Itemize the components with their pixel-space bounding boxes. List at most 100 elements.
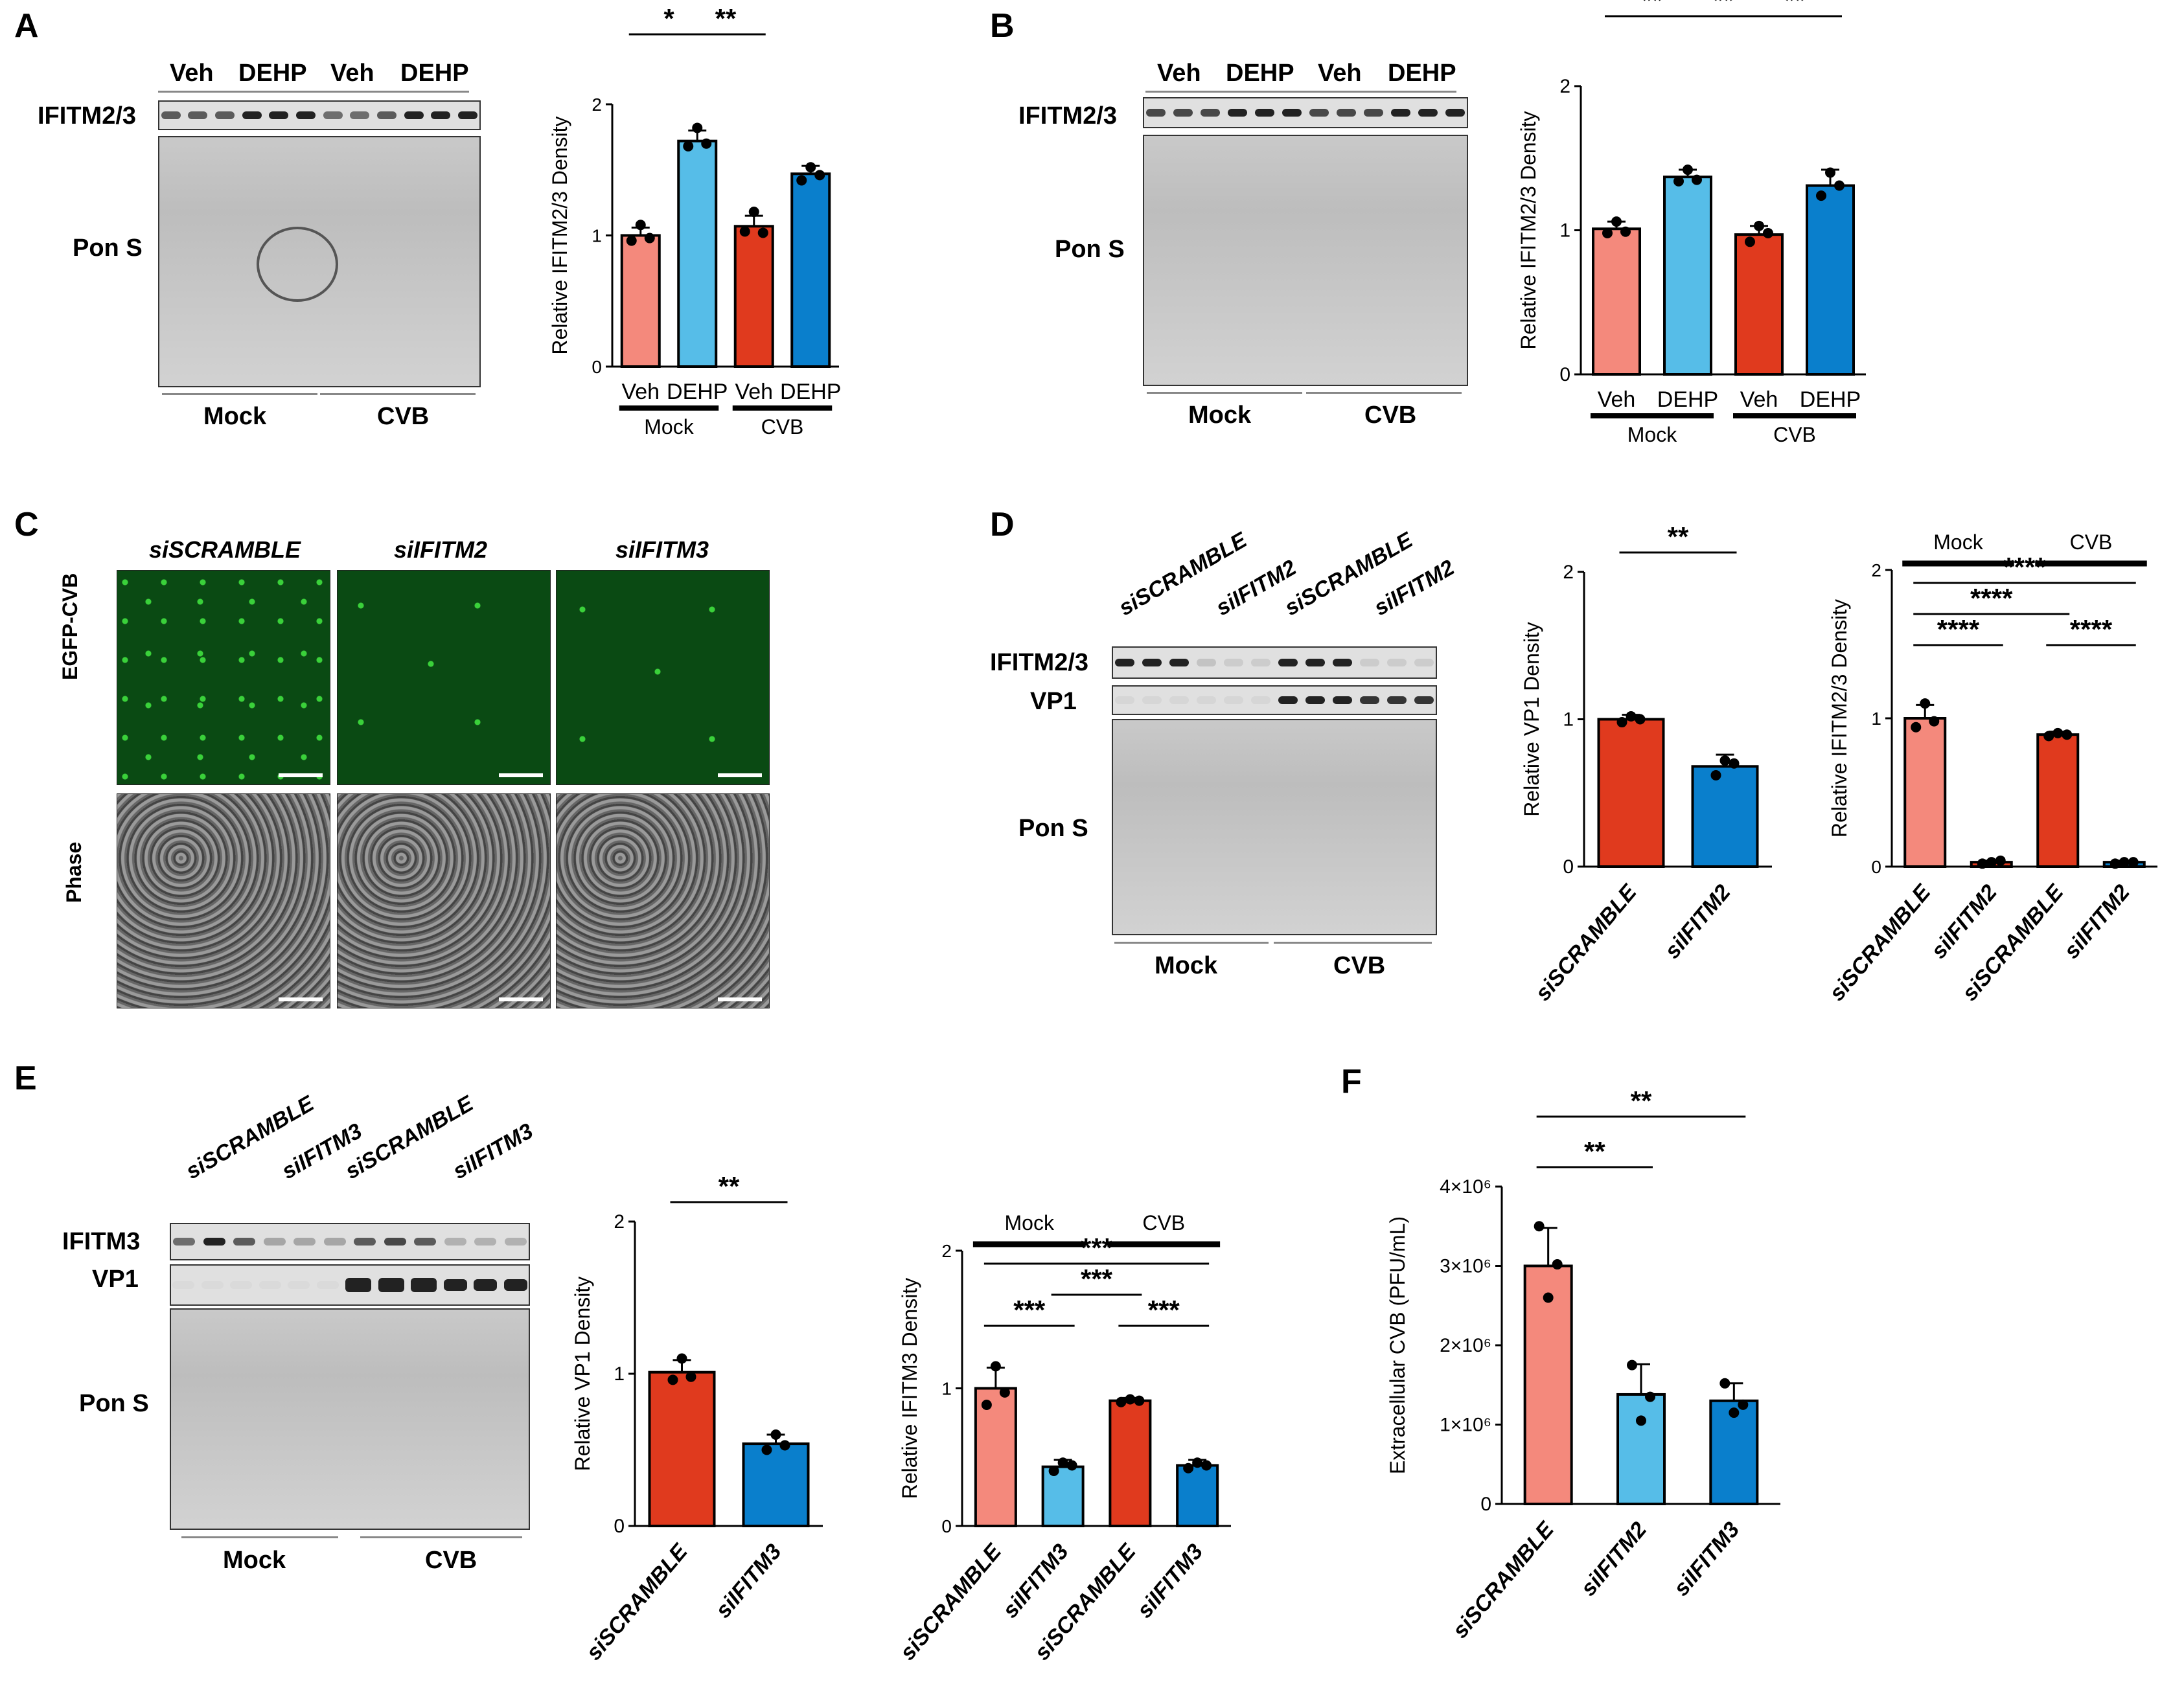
significance-label: **** xyxy=(1970,583,2013,613)
micro-column-label: siSCRAMBLE xyxy=(149,536,301,563)
panel-letter-e: E xyxy=(14,1060,37,1097)
group-label-mock: Mock xyxy=(223,1547,286,1574)
x-tick-label: siSCRAMBLE xyxy=(1824,880,1936,1006)
data-point xyxy=(805,162,816,173)
data-point xyxy=(685,1371,696,1382)
y-axis-label: Relative IFITM2/3 Density xyxy=(1828,599,1851,837)
row-label-ifitm23: IFITM2/3 xyxy=(38,102,137,130)
data-point xyxy=(1116,1396,1127,1407)
data-point xyxy=(1729,1407,1740,1418)
x-tick-label: siIFITM2 xyxy=(1660,880,1736,964)
data-point xyxy=(1066,1460,1077,1471)
data-point xyxy=(1125,1394,1136,1405)
significance-label: *** xyxy=(1081,1264,1113,1294)
group-label: CVB xyxy=(761,415,804,438)
x-tick-label: siIFITM3 xyxy=(1132,1540,1208,1623)
significance-label: ** xyxy=(1784,0,1806,16)
data-point xyxy=(1692,174,1702,185)
vp1-band-strip xyxy=(1112,685,1437,715)
y-tick-label: 2 xyxy=(1559,76,1570,97)
bar xyxy=(1616,1393,1666,1505)
data-point xyxy=(1729,758,1740,769)
scale-bar xyxy=(279,773,323,777)
significance-label: *** xyxy=(1148,1295,1180,1325)
data-point xyxy=(1636,1415,1646,1426)
data-point xyxy=(635,220,646,231)
ifitm3-band-strip xyxy=(170,1223,530,1260)
x-tick-label: Veh xyxy=(621,380,660,404)
micro-egfp-ifitm3 xyxy=(556,570,770,785)
data-point xyxy=(676,1353,687,1364)
data-point xyxy=(1683,165,1693,176)
data-point xyxy=(2052,727,2063,738)
significance-label: ** xyxy=(718,1171,740,1201)
data-point xyxy=(701,138,712,149)
ifitm23-band-strip xyxy=(1143,97,1468,128)
y-axis-label: Relative IFITM2/3 Density xyxy=(548,116,571,354)
data-point xyxy=(757,227,768,238)
bar xyxy=(2102,861,2146,869)
bar xyxy=(1663,176,1712,376)
y-tick-label: 0 xyxy=(1871,857,1881,877)
data-point xyxy=(1719,1378,1730,1389)
group-line xyxy=(320,393,476,395)
data-point xyxy=(814,170,825,181)
x-tick-label: siIFITM3 xyxy=(1669,1518,1745,1601)
group-line xyxy=(1306,392,1462,394)
pon-s-stain xyxy=(170,1308,530,1530)
bar xyxy=(677,139,718,368)
data-point xyxy=(1929,716,1940,727)
y-tick-label: 1 xyxy=(614,1363,625,1385)
bar xyxy=(2036,733,2080,868)
data-point xyxy=(1626,711,1637,722)
significance-label: ** xyxy=(1642,0,1663,16)
x-tick-label: Veh xyxy=(1740,387,1778,412)
group-label-cvb: CVB xyxy=(377,403,430,430)
blot-lane-label: Veh xyxy=(330,60,374,87)
ifitm23-band-strip xyxy=(1112,646,1437,679)
bar xyxy=(1592,227,1641,376)
x-tick-label: siSCRAMBLE xyxy=(895,1539,1007,1665)
data-point xyxy=(1611,216,1622,227)
data-point xyxy=(2043,731,2054,742)
y-tick-label: 0 xyxy=(592,357,602,377)
significance-label: *** xyxy=(1013,1295,1046,1325)
x-tick-label: DEHP xyxy=(1657,387,1718,412)
x-tick-label: DEHP xyxy=(1800,387,1861,412)
y-axis-label: Relative VP1 Density xyxy=(571,1277,594,1472)
significance-label: ** xyxy=(715,3,737,34)
data-point xyxy=(779,1440,790,1451)
x-tick-label: siSCRAMBLE xyxy=(1029,1539,1141,1665)
data-point xyxy=(1673,176,1684,187)
row-label-pons: Pon S xyxy=(1018,815,1088,842)
data-point xyxy=(667,1374,678,1385)
data-point xyxy=(1134,1395,1145,1406)
row-label-ifitm23: IFITM2/3 xyxy=(990,649,1089,676)
micro-phase-ifitm3 xyxy=(556,793,770,1008)
bar xyxy=(648,1371,716,1527)
row-label-vp1: VP1 xyxy=(92,1266,139,1293)
data-point xyxy=(1738,1399,1749,1410)
y-tick-label: 0 xyxy=(1480,1494,1491,1515)
significance-label: ** xyxy=(1584,1136,1605,1166)
data-point xyxy=(1616,717,1627,728)
bar xyxy=(1709,1399,1759,1505)
bar xyxy=(620,234,661,368)
group-label: CVB xyxy=(2070,530,2113,554)
data-point xyxy=(1552,1259,1563,1270)
y-tick-label: 2 xyxy=(592,95,602,115)
data-point xyxy=(761,1444,772,1455)
blot-lane-label: Veh xyxy=(1157,60,1201,87)
lane-divider xyxy=(1145,91,1456,93)
data-point xyxy=(1620,226,1631,237)
row-label-vp1: VP1 xyxy=(1030,688,1077,715)
blot-lane-label: DEHP xyxy=(1226,60,1294,87)
group-label: CVB xyxy=(1142,1211,1185,1235)
chart-b: 0 1 2 Relative IFITM2/3 Density Veh DEHP Veh DE… xyxy=(1517,0,1866,446)
significance-label: ** xyxy=(1713,0,1734,16)
blot-lane-label: Veh xyxy=(1318,60,1362,87)
y-axis-label: Extracellular CVB (PFU/mL) xyxy=(1386,1216,1409,1474)
data-point xyxy=(1816,190,1826,201)
